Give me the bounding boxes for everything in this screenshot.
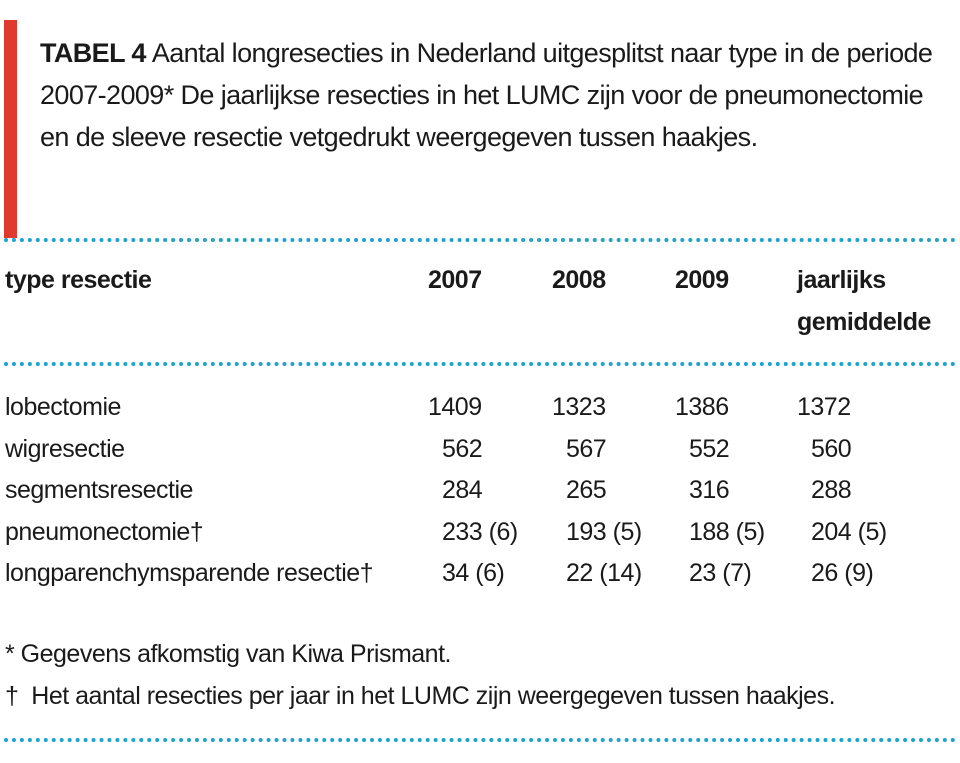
row-label: wigresectie <box>5 434 125 463</box>
table-cell: 34 (6) <box>442 559 505 587</box>
table-cell: 1409 <box>428 393 482 421</box>
header-cell: 2008 <box>552 266 606 294</box>
table-cell: 193 (5) <box>566 517 642 546</box>
row-label: longparenchymsparende resectie† <box>5 559 374 587</box>
table-cell: 562 <box>442 434 483 463</box>
table-cell: 26 (9) <box>811 559 874 587</box>
table-cell: 1386 <box>675 393 729 421</box>
footnote: * Gegevens afkomstig van Kiwa Prismant. <box>5 640 451 668</box>
table-cell: 560 <box>811 434 852 463</box>
table-cell: 23 (7) <box>689 559 752 587</box>
table-cell: 1372 <box>797 393 851 421</box>
row-label: lobectomie <box>5 393 121 421</box>
table-cell: 188 (5) <box>689 517 765 546</box>
table-cell: 204 (5) <box>811 517 887 546</box>
table-cell: 22 (14) <box>566 559 642 587</box>
table-cell: 316 <box>689 476 730 504</box>
table-cell: 288 <box>811 476 852 504</box>
row-label: segmentsresectie <box>5 476 193 504</box>
header-cell: 2009 <box>675 266 729 294</box>
table-cell: 265 <box>566 476 607 504</box>
footnote: † Het aantal resecties per jaar in het L… <box>5 682 836 710</box>
divider <box>4 738 956 742</box>
table-cell: 552 <box>689 434 730 463</box>
header-cell: 2007 <box>428 266 482 294</box>
accent-bar <box>4 20 17 238</box>
divider <box>4 238 956 242</box>
header-cell: type resectie <box>5 266 152 294</box>
table-cell: 284 <box>442 476 483 504</box>
header-cell: jaarlijks gemiddelde <box>797 266 931 336</box>
table-cell: 567 <box>566 434 607 463</box>
table-cell: 233 (6) <box>442 517 518 546</box>
divider <box>4 362 956 366</box>
row-label: pneumonectomie† <box>5 517 204 546</box>
caption-text: Aantal longresecties in Nederland uitges… <box>40 38 933 152</box>
caption: TABEL 4 Aantal longresecties in Nederland… <box>40 32 945 158</box>
table-cell: 1323 <box>552 393 606 421</box>
caption-label: TABEL 4 <box>40 38 146 68</box>
